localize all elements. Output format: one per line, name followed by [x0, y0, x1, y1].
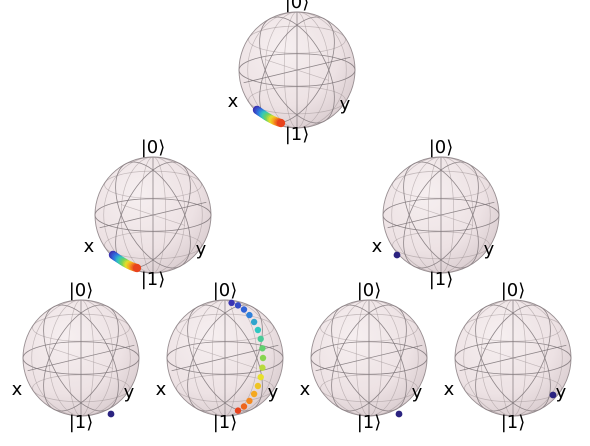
ket-zero-label: |0⟩	[357, 280, 382, 301]
state-point	[240, 403, 248, 410]
x-axis-label: x	[372, 236, 383, 257]
state-point	[240, 306, 248, 313]
ket-zero-label: |0⟩	[501, 280, 526, 301]
y-axis	[120, 204, 186, 226]
state-points	[108, 250, 142, 273]
y-axis	[336, 347, 402, 369]
y-axis-label: y	[412, 382, 423, 403]
x-axis-label: x	[156, 379, 167, 400]
y-axis	[408, 204, 474, 226]
state-point	[228, 299, 235, 307]
ket-one-label: |1⟩	[501, 412, 526, 433]
y-axis-label: y	[556, 382, 567, 403]
state-point	[246, 397, 253, 405]
state-point	[250, 390, 258, 398]
sphere-outline	[310, 299, 428, 417]
state-points	[549, 391, 557, 399]
state-point	[549, 391, 557, 399]
state-point	[259, 364, 266, 371]
y-axis	[48, 347, 114, 369]
state-point	[234, 302, 242, 309]
state-points	[107, 410, 115, 418]
ket-one-label: |1⟩	[429, 269, 454, 290]
state-point	[259, 345, 266, 352]
ket-one-label: |1⟩	[285, 124, 310, 145]
bloch-sphere-leaf-3: |0⟩ |1⟩ x y	[300, 280, 428, 433]
state-point	[393, 251, 401, 259]
state-points	[252, 105, 286, 128]
state-point	[234, 407, 242, 414]
y-axis	[480, 347, 546, 369]
bloch-sphere-tree-right: |0⟩ |1⟩ x y	[372, 137, 500, 290]
state-point	[254, 382, 262, 390]
y-axis-label: y	[484, 239, 495, 260]
sphere-outline	[166, 299, 284, 417]
bloch-sphere-leaf-4: |0⟩ |1⟩ x y	[444, 280, 572, 433]
state-point	[132, 263, 142, 273]
state-point	[257, 335, 264, 343]
state-points	[228, 299, 267, 414]
sphere-outline	[22, 299, 140, 417]
x-axis-label: x	[228, 91, 239, 112]
ket-zero-label: |0⟩	[213, 280, 238, 301]
bloch-sphere-leaf-2: |0⟩ |1⟩ x y	[156, 280, 284, 433]
x-axis-label: x	[444, 379, 455, 400]
bloch-sphere-tree-root: |0⟩ |1⟩ x y	[228, 0, 356, 145]
sphere-outline	[382, 156, 500, 274]
state-point	[254, 326, 262, 334]
y-axis-label: y	[340, 94, 351, 115]
ket-zero-label: |0⟩	[285, 0, 310, 13]
x-axis-label: x	[12, 379, 23, 400]
state-point	[246, 311, 253, 319]
bloch-sphere-tree-left: |0⟩ |1⟩ x y	[84, 137, 212, 290]
ket-one-label: |1⟩	[213, 412, 238, 433]
y-axis-label: y	[196, 239, 207, 260]
state-point	[259, 354, 267, 362]
state-point	[276, 118, 286, 128]
ket-zero-label: |0⟩	[69, 280, 94, 301]
y-axis-label: y	[268, 382, 279, 403]
state-points	[393, 251, 401, 259]
ket-one-label: |1⟩	[141, 269, 166, 290]
y-axis	[192, 347, 258, 369]
y-axis	[264, 59, 330, 81]
state-point	[257, 373, 264, 381]
ket-zero-label: |0⟩	[429, 137, 454, 158]
x-axis-label: x	[300, 379, 311, 400]
state-point	[250, 318, 258, 326]
sphere-outline	[94, 156, 212, 274]
y-axis-label: y	[124, 382, 135, 403]
bloch-sphere-leaf-1: |0⟩ |1⟩ x y	[12, 280, 140, 433]
ket-one-label: |1⟩	[69, 412, 94, 433]
sphere-outline	[454, 299, 572, 417]
state-point	[107, 410, 115, 418]
sphere-outline	[238, 11, 356, 129]
state-points	[395, 410, 403, 418]
ket-zero-label: |0⟩	[141, 137, 166, 158]
state-point	[395, 410, 403, 418]
ket-one-label: |1⟩	[357, 412, 382, 433]
x-axis-label: x	[84, 236, 95, 257]
